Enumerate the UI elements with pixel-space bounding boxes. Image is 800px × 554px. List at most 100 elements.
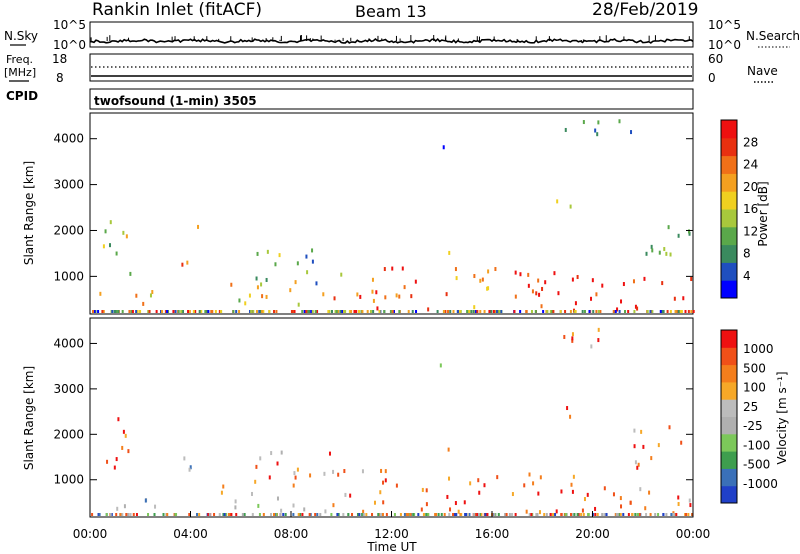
scatter-cell [128,310,131,313]
scatter-cell [454,267,457,272]
scatter-cell [571,332,574,337]
scatter-cell [377,513,380,516]
scatter-cell [456,310,459,313]
scatter-cell [101,310,104,313]
scatter-cell [537,491,540,496]
scatter-cell [92,310,95,313]
scatter-cell [113,465,116,470]
scatter-cell [380,468,383,473]
scatter-cell [315,281,318,286]
noise-panel-frame [89,21,694,48]
scatter-cell [688,229,691,234]
scatter-cell [273,310,276,313]
scatter-cell [384,469,387,474]
scatter-cell [235,310,238,313]
scatter-cell [344,492,347,497]
scatter-cell [369,310,372,313]
scatter-cell [410,294,413,299]
scatter-cell [619,496,622,501]
scatter-cell [574,310,577,313]
scatter-cell [634,460,637,465]
scatter-cell [262,513,265,516]
scatter-cell [544,280,547,285]
scatter-cell [332,503,335,508]
scatter-cell [614,310,617,313]
scatter-cell [560,513,563,516]
scatter-cell [371,513,374,516]
scatter-cell [362,509,365,514]
scatter-cell [398,310,401,313]
scatter-cell [280,508,283,513]
scatter-cell [603,513,606,516]
scatter-cell [327,310,330,313]
scatter-cell [378,513,381,516]
colorbar-tick-label: 25 [743,400,758,414]
scatter-cell [109,243,112,248]
scatter-cell [446,494,449,499]
scatter-cell [425,488,428,493]
range-tick-label: 2000 [53,427,84,441]
scatter-cell [144,498,147,503]
scatter-cell [129,271,132,276]
scatter-cell [357,513,360,516]
range-tick-label: 3000 [53,178,84,192]
scatter-cell [299,513,302,516]
scatter-cell [348,310,351,313]
scatter-cell [574,301,577,306]
scatter-cell [376,306,379,311]
scatter-cell [597,310,600,313]
colorbar-segment [721,364,737,383]
scatter-cell [513,310,516,313]
scatter-cell [172,310,175,313]
scatter-cell [375,290,378,295]
scatter-cell [487,286,490,291]
scatter-cell [649,310,652,313]
scatter-cell [425,513,428,516]
scatter-cell [395,293,398,298]
freq-tick-top: 18 [52,52,67,66]
scatter-cell [427,307,430,312]
scatter-cell [569,513,572,516]
freq-unit-label: [MHz] [4,66,36,79]
scatter-cell [91,513,94,516]
scatter-cell [612,492,615,497]
scatter-cell [535,291,538,296]
scatter-cell [488,310,491,313]
scatter-cell [571,513,574,516]
scatter-cell [405,513,408,516]
scatter-cell [116,310,119,313]
scatter-cell [669,252,672,257]
scatter-cell [640,429,643,434]
scatter-cell [381,513,384,516]
scatter-cell [378,310,381,313]
scatter-cell [645,513,648,516]
scatter-cell [463,500,466,505]
scatter-cell [306,310,309,313]
scatter-cell [343,469,346,474]
scatter-cell [559,310,562,313]
colorbar-frame [720,119,738,299]
colorbar-segment [721,416,737,435]
scatter-cell [586,492,589,497]
mode-box [89,88,694,110]
time-tick-label: 00:00 [676,527,711,541]
scatter-cell [420,507,423,512]
scatter-cell [677,233,680,238]
scatter-cell [314,513,317,516]
scatter-cell [161,310,164,313]
scatter-cell [508,513,511,516]
scatter-cell [305,254,308,259]
scatter-cell [227,513,230,516]
scatter-cell [552,310,555,313]
scatter-cell [350,310,353,313]
scatter-cell [391,310,394,313]
scatter-cell [223,513,226,516]
scatter-cell [688,498,691,503]
colorbar-tick-label: 4 [743,269,751,283]
scatter-cell [188,513,191,516]
scatter-cell [436,310,439,313]
scatter-cell [180,310,183,313]
scatter-cell [222,513,225,516]
beam-label: Beam 13 [355,2,427,21]
